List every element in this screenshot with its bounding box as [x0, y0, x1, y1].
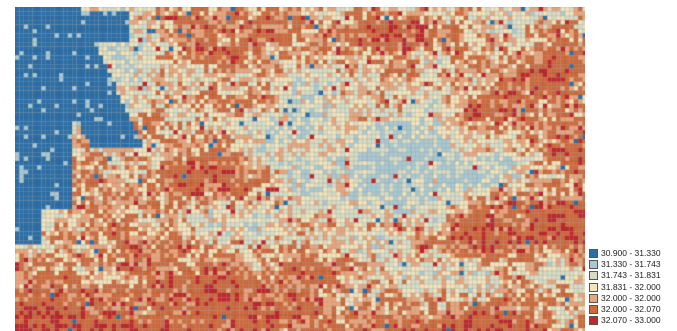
legend-item: 32.000 - 32.070	[589, 304, 675, 315]
legend-item: 30.900 - 31.330	[589, 248, 675, 259]
legend-item: 31.743 - 31.831	[589, 270, 675, 281]
legend-swatch	[589, 282, 598, 292]
legend-swatch	[589, 305, 598, 315]
legend-swatch	[589, 293, 598, 303]
legend-item: 31.330 - 31.743	[589, 259, 675, 270]
map-legend: 30.900 - 31.330 31.330 - 31.743 31.743 -…	[589, 248, 675, 326]
legend-label: 30.900 - 31.330	[601, 248, 661, 259]
legend-swatch	[589, 249, 598, 259]
legend-label: 32.000 - 32.070	[601, 304, 661, 315]
legend-label: 31.330 - 31.743	[601, 259, 661, 270]
classified-raster-map[interactable]	[15, 7, 585, 331]
legend-swatch	[589, 316, 598, 326]
legend-swatch	[589, 271, 598, 281]
legend-swatch	[589, 260, 598, 270]
legend-item: 32.000 - 32.000	[589, 293, 675, 304]
legend-label: 31.831 - 32.000	[601, 281, 661, 292]
legend-item: 31.831 - 32.000	[589, 282, 675, 293]
legend-label: 31.743 - 31.831	[601, 270, 661, 281]
legend-item: 32.070 - 33.000	[589, 315, 675, 326]
legend-label: 32.070 - 33.000	[601, 315, 661, 326]
legend-label: 32.000 - 32.000	[601, 292, 661, 303]
